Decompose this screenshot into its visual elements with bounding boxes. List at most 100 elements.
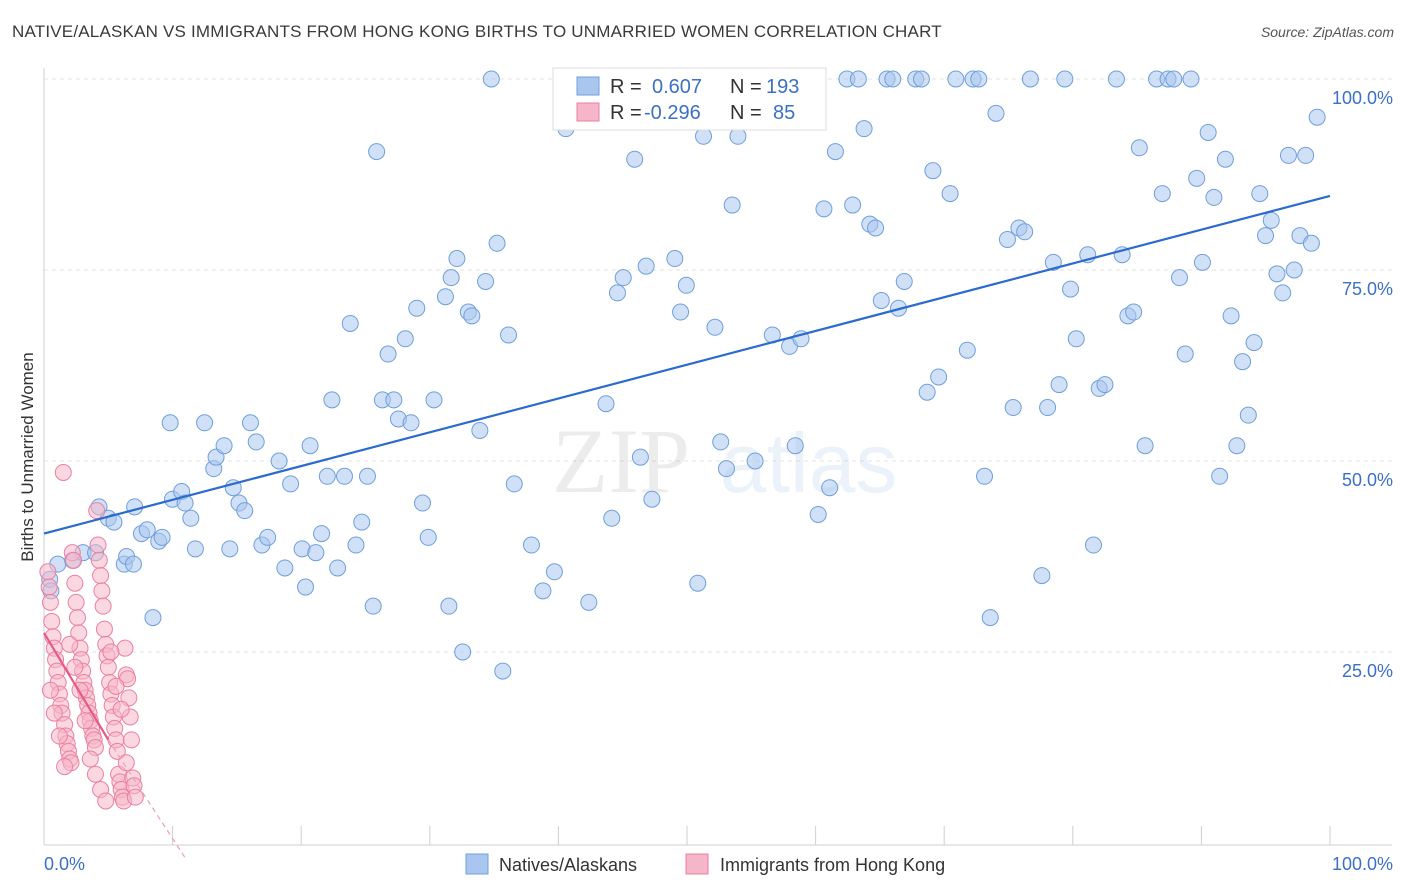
- natives-point: [614, 269, 632, 287]
- hong-kong-point: [116, 639, 134, 657]
- natives-point: [313, 525, 331, 543]
- stats-box: R = 0.607 N = 193 R = -0.296 N = 85: [552, 67, 827, 131]
- trend-line-natives: [43, 194, 1331, 535]
- natives-point: [341, 314, 359, 332]
- natives-point: [301, 437, 319, 455]
- hong-kong-point: [40, 578, 58, 596]
- natives-point: [729, 127, 747, 145]
- natives-point: [477, 272, 495, 290]
- hong-kong-point: [107, 677, 125, 695]
- hong-kong-point: [56, 758, 74, 776]
- natives-point: [1308, 108, 1326, 126]
- natives-point: [545, 563, 563, 581]
- hong-kong-point: [86, 765, 104, 783]
- stats-swatch-blue: [576, 76, 600, 96]
- natives-point: [297, 578, 315, 596]
- natives-point: [1211, 467, 1229, 485]
- natives-point: [419, 528, 437, 546]
- natives-point: [643, 490, 661, 508]
- natives-point: [505, 475, 523, 493]
- natives-point: [695, 127, 713, 145]
- natives-point: [307, 544, 325, 562]
- natives-point: [717, 460, 735, 478]
- natives-point: [368, 143, 386, 161]
- natives-point: [176, 494, 194, 512]
- hong-kong-point: [126, 788, 144, 806]
- watermark: ZIP atlas: [552, 410, 897, 512]
- natives-point: [815, 200, 833, 218]
- hong-kong-point: [112, 700, 130, 718]
- stats-r-label-blue: R =: [610, 76, 642, 98]
- natives-point: [1004, 399, 1022, 417]
- legend-swatch-natives: [465, 853, 489, 875]
- natives-point: [1050, 376, 1068, 394]
- natives-point: [849, 70, 867, 88]
- hong-kong-point: [102, 643, 120, 661]
- natives-point: [1257, 227, 1275, 245]
- natives-point: [1216, 150, 1234, 168]
- natives-point: [689, 574, 707, 592]
- y-axis-title: Births to Unmarried Women: [18, 352, 37, 561]
- natives-point: [1193, 253, 1211, 271]
- natives-point: [1302, 234, 1320, 252]
- natives-point: [844, 196, 862, 214]
- natives-point: [1245, 334, 1263, 352]
- natives-point: [358, 467, 376, 485]
- natives-point: [259, 528, 277, 546]
- natives-point: [821, 479, 839, 497]
- stats-n-label-pink: N =: [730, 102, 762, 124]
- natives-point: [1056, 70, 1074, 88]
- hong-kong-point: [66, 658, 84, 676]
- natives-point: [270, 452, 288, 470]
- natives-point: [126, 498, 144, 516]
- natives-point: [379, 345, 397, 363]
- natives-point: [1176, 345, 1194, 363]
- natives-point: [1188, 169, 1206, 187]
- natives-point: [706, 318, 724, 336]
- natives-point: [221, 540, 239, 558]
- natives-point: [867, 219, 885, 237]
- hong-kong-point: [108, 742, 126, 760]
- natives-point: [826, 143, 844, 161]
- natives-point: [1268, 265, 1286, 283]
- natives-point: [425, 391, 443, 409]
- natives-point: [318, 467, 336, 485]
- natives-point: [918, 383, 936, 401]
- natives-point: [723, 196, 741, 214]
- natives-point: [1205, 188, 1223, 206]
- x-axis-ticks: [43, 826, 1331, 845]
- natives-point: [440, 597, 458, 615]
- hong-kong-point: [39, 563, 57, 581]
- y-tick-label-75: 75.0%: [1342, 279, 1393, 299]
- natives-point: [1297, 146, 1315, 164]
- natives-point: [626, 150, 644, 168]
- natives-point: [981, 609, 999, 627]
- hong-kong-point: [88, 502, 106, 520]
- chart-title: NATIVE/ALASKAN VS IMMIGRANTS FROM HONG K…: [12, 22, 942, 41]
- natives-point: [1182, 70, 1200, 88]
- natives-point: [1125, 303, 1143, 321]
- natives-point: [631, 448, 649, 466]
- legend: Natives/Alaskans Immigrants from Hong Ko…: [465, 853, 945, 875]
- natives-point: [1021, 70, 1039, 88]
- natives-point: [144, 609, 162, 627]
- natives-point: [353, 513, 371, 531]
- natives-point: [196, 414, 214, 432]
- legend-swatch-hong-kong: [685, 853, 709, 875]
- natives-point: [182, 509, 200, 527]
- natives-point: [677, 276, 695, 294]
- hong-kong-point: [65, 551, 83, 569]
- natives-point: [1199, 123, 1217, 141]
- natives-point: [364, 597, 382, 615]
- natives-point: [1251, 185, 1269, 203]
- hong-kong-point: [81, 750, 99, 768]
- y-tick-label-25: 25.0%: [1342, 661, 1393, 681]
- hong-kong-point: [90, 551, 108, 569]
- natives-point: [336, 467, 354, 485]
- natives-point: [414, 494, 432, 512]
- natives-point: [1165, 70, 1183, 88]
- natives-point: [1096, 376, 1114, 394]
- natives-point: [1084, 536, 1102, 554]
- hong-kong-point: [94, 597, 112, 615]
- natives-point: [448, 250, 466, 268]
